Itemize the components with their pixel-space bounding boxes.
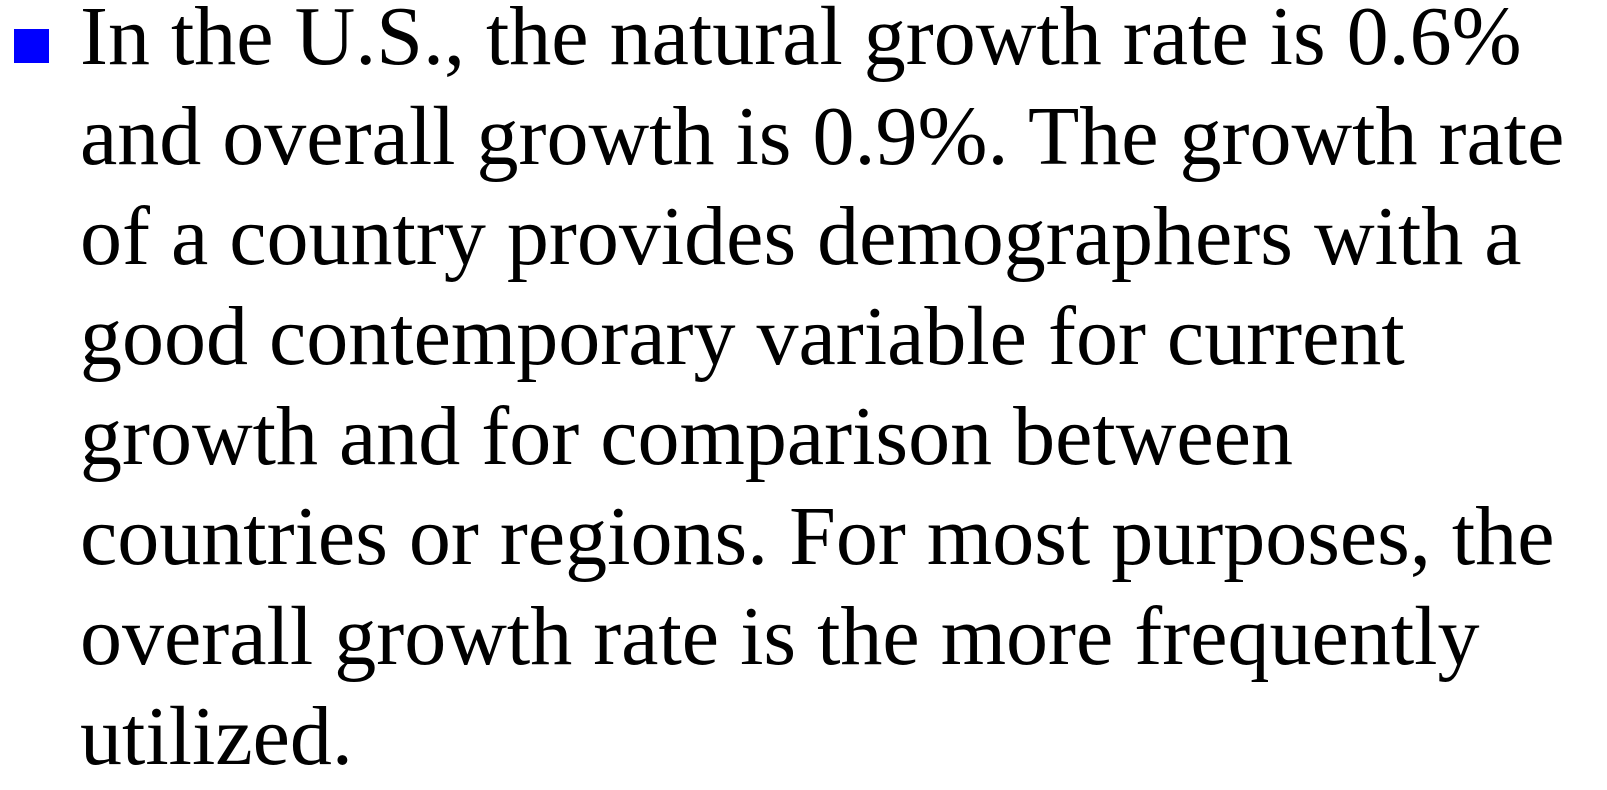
bullet-marker (14, 29, 49, 63)
text-line: utilized. (80, 690, 353, 783)
text-line: good contemporary variable for current (80, 290, 1405, 383)
text-line: of a country provides demographers with … (80, 190, 1522, 283)
text-line: growth and for comparison between (80, 390, 1293, 483)
text-line: In the U.S., the natural growth rate is … (80, 0, 1522, 83)
text-line: and overall growth is 0.9%. The growth r… (80, 90, 1565, 183)
text-line: countries or regions. For most purposes,… (80, 490, 1555, 583)
text-line: overall growth rate is the more frequent… (80, 590, 1480, 683)
